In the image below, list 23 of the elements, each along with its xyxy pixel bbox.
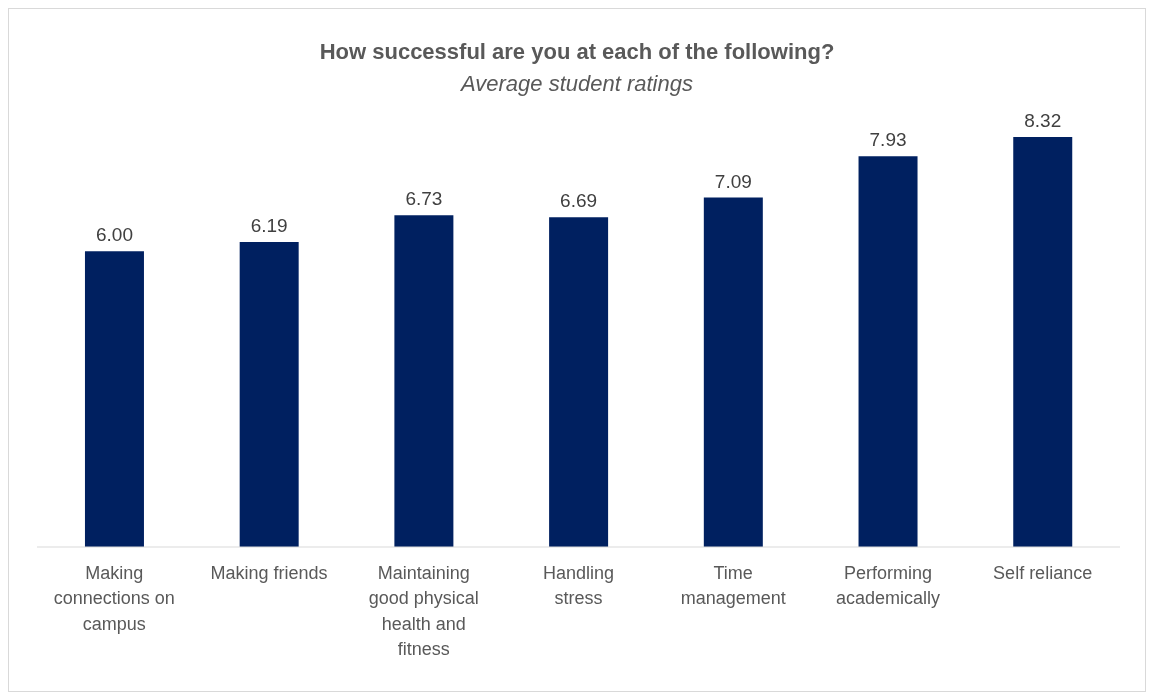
data-label: 7.93 [869, 129, 907, 151]
chart-title: How successful are you at each of the following? [318, 39, 836, 65]
bar [394, 215, 454, 547]
bar [858, 156, 918, 547]
bar [703, 197, 763, 547]
chart-subtitle: Average student ratings [459, 71, 694, 97]
bar [239, 241, 299, 547]
data-label: 6.19 [250, 214, 288, 236]
x-tick-label: Performing academically [835, 563, 940, 609]
bar [84, 251, 144, 547]
data-label: 6.00 [95, 224, 133, 246]
data-label: 8.32 [1024, 110, 1062, 131]
x-tick-label: Handling stress [542, 563, 615, 609]
data-label: 6.69 [560, 190, 598, 212]
data-label: 6.73 [405, 188, 443, 210]
x-tick-label: Maintaining good physical health and fitness [368, 563, 479, 659]
x-tick-label: Making friends [210, 563, 328, 584]
x-tick-label: Making connections on campus [53, 563, 175, 634]
x-tick-label: Time management [680, 563, 786, 609]
bar [549, 217, 609, 547]
x-tick-label: Self reliance [993, 563, 1093, 584]
data-label: 7.09 [714, 170, 752, 192]
bar [1013, 137, 1073, 547]
